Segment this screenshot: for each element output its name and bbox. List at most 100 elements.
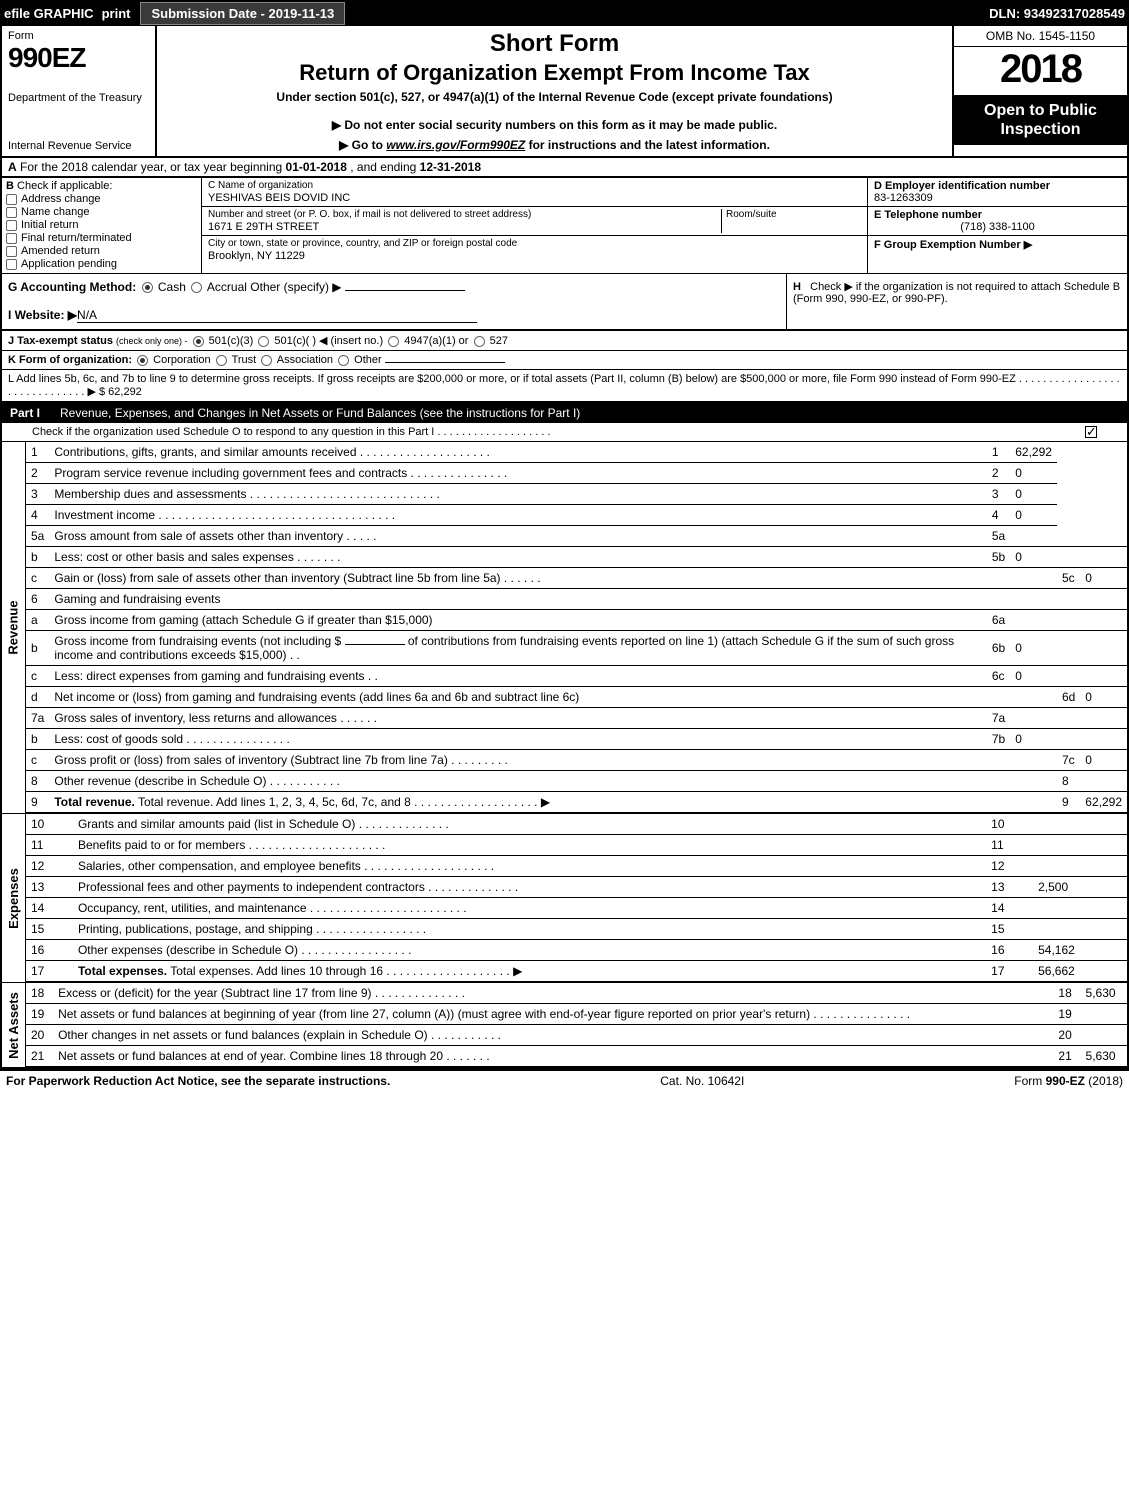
form-number: 990EZ: [8, 42, 149, 74]
checkbox-icon: [6, 207, 17, 218]
i-website-label: I Website: ▶: [8, 308, 77, 322]
c-addr-label: Number and street (or P. O. box, if mail…: [208, 209, 721, 220]
radio-501c3[interactable]: [193, 336, 204, 347]
f-group-row: F Group Exemption Number ▶: [868, 236, 1127, 253]
line-19: 19Net assets or fund balances at beginni…: [26, 1004, 1127, 1025]
l-text: L Add lines 5b, 6c, and 7b to line 9 to …: [8, 373, 1120, 398]
c-addr-value: 1671 E 29TH STREET: [208, 221, 721, 233]
expenses-side-label: Expenses: [2, 814, 26, 982]
form-header: Form 990EZ Department of the Treasury In…: [0, 26, 1129, 158]
ssn-note: ▶ Do not enter social security numbers o…: [167, 118, 942, 132]
form-word: Form: [8, 30, 149, 42]
line-6: 6Gaming and fundraising events: [26, 589, 1127, 610]
f-group-label: F Group Exemption Number ▶: [874, 239, 1032, 251]
h-check: H Check ▶ if the organization is not req…: [787, 274, 1127, 329]
header-right: OMB No. 1545-1150 2018 Open to Public In…: [952, 26, 1127, 156]
part1-title: Revenue, Expenses, and Changes in Net As…: [60, 406, 580, 420]
radio-other-org[interactable]: [338, 355, 349, 366]
k-other-line: [385, 362, 505, 363]
line-21: 21Net assets or fund balances at end of …: [26, 1046, 1127, 1067]
goto-pre: ▶ Go to: [339, 138, 386, 152]
radio-501c[interactable]: [258, 336, 269, 347]
revenue-table: 1Contributions, gifts, grants, and simil…: [26, 442, 1127, 813]
part1-label: Part I: [10, 406, 40, 420]
c-name-row: C Name of organization YESHIVAS BEIS DOV…: [202, 178, 867, 207]
line-6d: dNet income or (loss) from gaming and fu…: [26, 687, 1127, 708]
line-12: 12Salaries, other compensation, and empl…: [26, 856, 1127, 877]
revenue-section: Revenue 1Contributions, gifts, grants, a…: [0, 442, 1129, 813]
netassets-section: Net Assets 18Excess or (deficit) for the…: [0, 982, 1129, 1069]
rowA-begin: 01-01-2018: [286, 160, 347, 174]
header-left: Form 990EZ Department of the Treasury In…: [2, 26, 157, 156]
dln-label: DLN: 93492317028549: [989, 6, 1125, 21]
e-phone-value: (718) 338-1100: [874, 221, 1121, 233]
top-bar: efile GRAPHIC print Submission Date - 20…: [0, 0, 1129, 26]
radio-527[interactable]: [474, 336, 485, 347]
line-14: 14Occupancy, rent, utilities, and mainte…: [26, 898, 1127, 919]
return-title: Return of Organization Exempt From Incom…: [167, 60, 942, 86]
line-20: 20Other changes in net assets or fund ba…: [26, 1025, 1127, 1046]
line-8: 8Other revenue (describe in Schedule O) …: [26, 771, 1127, 792]
g-label: G Accounting Method:: [8, 280, 136, 294]
part1-header: Part I Revenue, Expenses, and Changes in…: [0, 403, 1129, 423]
radio-corporation[interactable]: [137, 355, 148, 366]
checkbox-icon: [6, 194, 17, 205]
under-section: Under section 501(c), 527, or 4947(a)(1)…: [167, 90, 942, 104]
netassets-table: 18Excess or (deficit) for the year (Subt…: [26, 983, 1127, 1067]
i-website-value: N/A: [77, 308, 477, 323]
submission-date-button[interactable]: Submission Date - 2019-11-13: [140, 2, 345, 25]
line-9: 9Total revenue. Total revenue. Add lines…: [26, 792, 1127, 813]
line-18: 18Excess or (deficit) for the year (Subt…: [26, 983, 1127, 1004]
chk-amended-return[interactable]: Amended return: [6, 245, 197, 257]
other-specify-line: [345, 290, 465, 291]
line-2: 2Program service revenue including gover…: [26, 463, 1127, 484]
line-7c: cGross profit or (loss) from sales of in…: [26, 750, 1127, 771]
chk-name-change[interactable]: Name change: [6, 206, 197, 218]
g-accounting: G Accounting Method: Cash Accrual Other …: [2, 274, 787, 329]
k-label: K Form of organization:: [8, 354, 132, 366]
open-to-public: Open to Public Inspection: [954, 95, 1127, 145]
chk-address-change[interactable]: Address change: [6, 193, 197, 205]
part1-checkbox[interactable]: [1085, 426, 1097, 438]
chk-application-pending[interactable]: Application pending: [6, 258, 197, 270]
bcd-block: B Check if applicable: Address change Na…: [0, 178, 1129, 273]
c-city-value: Brooklyn, NY 11229: [208, 250, 861, 262]
page-footer: For Paperwork Reduction Act Notice, see …: [0, 1069, 1129, 1091]
dept-irs: Internal Revenue Service: [8, 140, 149, 152]
chk-initial-return[interactable]: Initial return: [6, 219, 197, 231]
c-city-label: City or town, state or province, country…: [208, 238, 861, 249]
print-link[interactable]: print: [102, 6, 131, 21]
goto-link[interactable]: www.irs.gov/Form990EZ: [386, 138, 525, 152]
radio-cash[interactable]: [142, 282, 153, 293]
efile-label: efile GRAPHIC: [4, 6, 94, 21]
line-11: 11Benefits paid to or for members . . . …: [26, 835, 1127, 856]
revenue-side-label: Revenue: [2, 442, 26, 813]
line-5b: bLess: cost or other basis and sales exp…: [26, 547, 1127, 568]
radio-accrual[interactable]: [191, 282, 202, 293]
chk-final-return[interactable]: Final return/terminated: [6, 232, 197, 244]
c-name-value: YESHIVAS BEIS DOVID INC: [208, 192, 861, 204]
row-l: L Add lines 5b, 6c, and 7b to line 9 to …: [0, 370, 1129, 403]
line-1: 1Contributions, gifts, grants, and simil…: [26, 442, 1127, 463]
tax-year: 2018: [954, 47, 1127, 95]
c-room-label: Room/suite: [726, 209, 861, 220]
footer-right: Form 990-EZ (2018): [1014, 1074, 1123, 1088]
short-form-title: Short Form: [167, 30, 942, 58]
omb-number: OMB No. 1545-1150: [954, 26, 1127, 47]
goto-post: for instructions and the latest informat…: [525, 138, 770, 152]
checkbox-icon: [6, 220, 17, 231]
e-phone-row: E Telephone number (718) 338-1100: [868, 207, 1127, 236]
goto-note: ▶ Go to www.irs.gov/Form990EZ for instru…: [167, 138, 942, 152]
b-label: B: [6, 180, 14, 192]
footer-left: For Paperwork Reduction Act Notice, see …: [6, 1074, 390, 1088]
radio-association[interactable]: [261, 355, 272, 366]
netassets-side-label: Net Assets: [2, 983, 26, 1067]
rowA-mid: , and ending: [347, 160, 420, 174]
l-amount: $ 62,292: [99, 386, 142, 398]
checkbox-icon: [6, 246, 17, 257]
radio-4947[interactable]: [388, 336, 399, 347]
col-d: D Employer identification number 83-1263…: [867, 178, 1127, 273]
radio-trust[interactable]: [216, 355, 227, 366]
row-j: J Tax-exempt status (check only one) - 5…: [0, 331, 1129, 351]
line-10: 10Grants and similar amounts paid (list …: [26, 814, 1127, 835]
